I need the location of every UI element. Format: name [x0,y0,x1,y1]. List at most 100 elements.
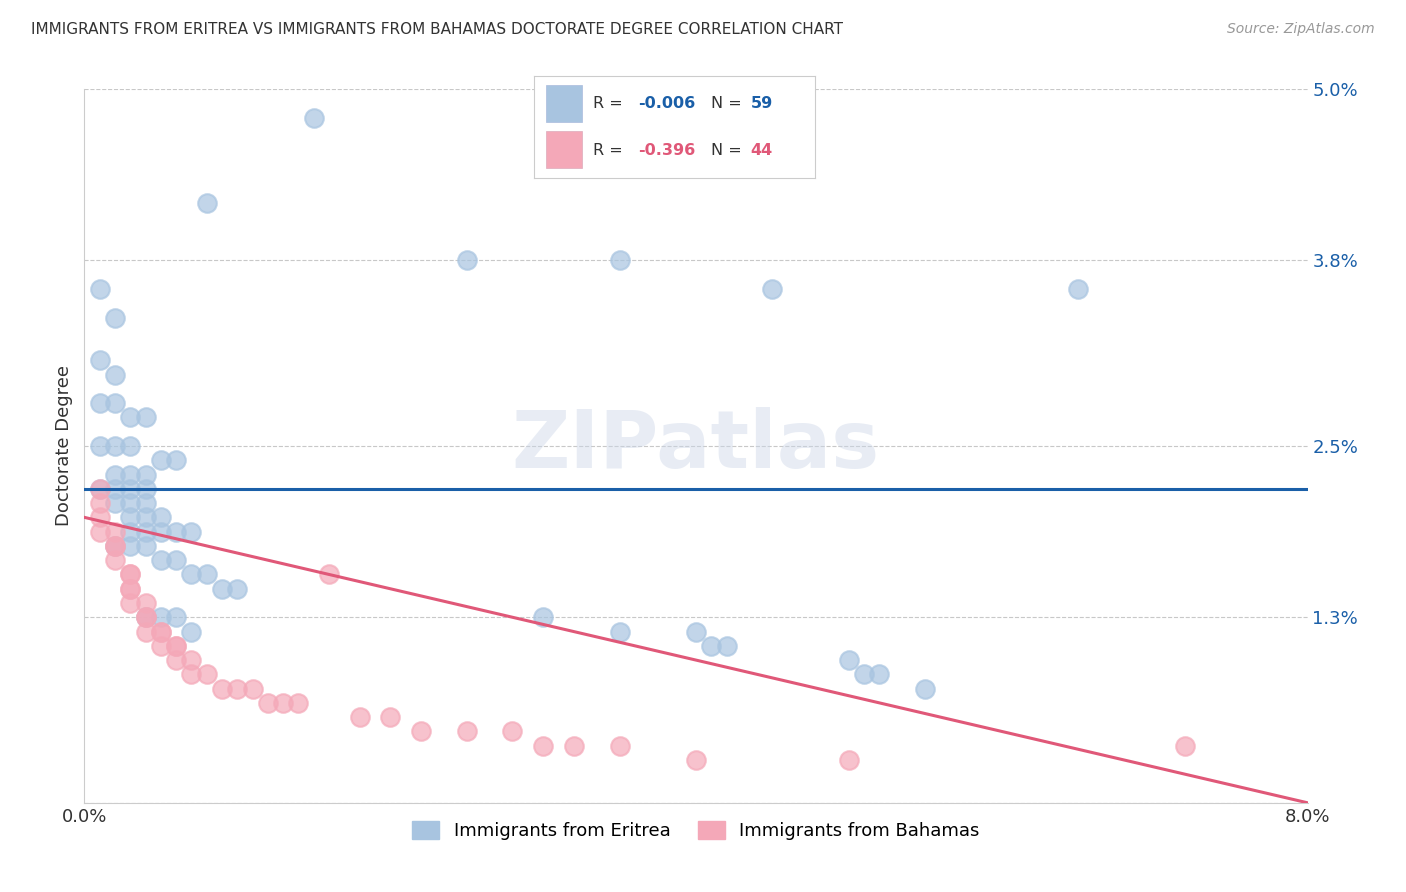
Point [104,539,127,553]
Point [914,681,936,696]
Point [104,439,127,453]
Point [149,510,172,524]
Point [716,639,738,653]
Point [89,353,111,368]
Point [135,496,157,510]
Point [135,610,157,624]
Point [149,610,172,624]
Point [104,539,127,553]
Point [165,524,187,539]
Point [149,624,172,639]
Point [195,196,218,211]
Text: 44: 44 [751,144,773,158]
Point [104,396,127,410]
Point [685,753,707,767]
Point [242,681,264,696]
Point [409,724,432,739]
Point [180,524,202,539]
Point [120,567,142,582]
Point [531,739,554,753]
Text: -0.396: -0.396 [638,144,696,158]
Point [165,653,187,667]
Point [120,596,142,610]
Point [211,582,233,596]
Point [165,610,187,624]
Point [120,510,142,524]
Legend: Immigrants from Eritrea, Immigrants from Bahamas: Immigrants from Eritrea, Immigrants from… [405,814,987,847]
Point [135,610,157,624]
Point [135,524,157,539]
Point [180,624,202,639]
Point [135,596,157,610]
Text: ZIPatlas: ZIPatlas [512,407,880,485]
Point [226,582,249,596]
Point [135,510,157,524]
Point [135,482,157,496]
Point [838,753,860,767]
Text: Source: ZipAtlas.com: Source: ZipAtlas.com [1227,22,1375,37]
Point [120,496,142,510]
Point [89,396,111,410]
Point [120,567,142,582]
Point [149,553,172,567]
Text: IMMIGRANTS FROM ERITREA VS IMMIGRANTS FROM BAHAMAS DOCTORATE DEGREE CORRELATION : IMMIGRANTS FROM ERITREA VS IMMIGRANTS FR… [31,22,844,37]
Point [195,567,218,582]
Point [318,567,340,582]
Text: 59: 59 [751,96,773,111]
Point [685,624,707,639]
Point [853,667,876,681]
Point [165,553,187,567]
Point [104,467,127,482]
Point [180,567,202,582]
Point [211,681,233,696]
Point [120,467,142,482]
Point [1174,739,1197,753]
Point [104,553,127,567]
Text: R =: R = [593,144,628,158]
Point [180,653,202,667]
Point [89,496,111,510]
Point [120,524,142,539]
Point [120,482,142,496]
Point [226,681,249,696]
Point [89,439,111,453]
Point [287,696,309,710]
Point [89,524,111,539]
Point [180,667,202,681]
Point [135,610,157,624]
Text: N =: N = [711,96,748,111]
Point [165,639,187,653]
Point [120,582,142,596]
Point [149,639,172,653]
Point [609,624,631,639]
Point [257,696,280,710]
Point [89,282,111,296]
Point [456,724,478,739]
Point [271,696,294,710]
Point [104,524,127,539]
Point [195,667,218,681]
Point [838,653,860,667]
Point [456,253,478,268]
Point [302,111,325,125]
Point [135,467,157,482]
Point [380,710,402,724]
Bar [546,131,582,168]
Y-axis label: Doctorate Degree: Doctorate Degree [55,366,73,526]
Text: N =: N = [711,144,748,158]
Point [104,368,127,382]
Point [89,482,111,496]
Point [104,496,127,510]
Point [120,439,142,453]
Point [120,539,142,553]
Point [135,410,157,425]
Point [120,410,142,425]
Point [149,453,172,467]
Point [89,510,111,524]
Point [135,624,157,639]
Point [165,639,187,653]
Point [165,453,187,467]
Point [104,482,127,496]
Point [135,539,157,553]
Bar [546,85,582,122]
